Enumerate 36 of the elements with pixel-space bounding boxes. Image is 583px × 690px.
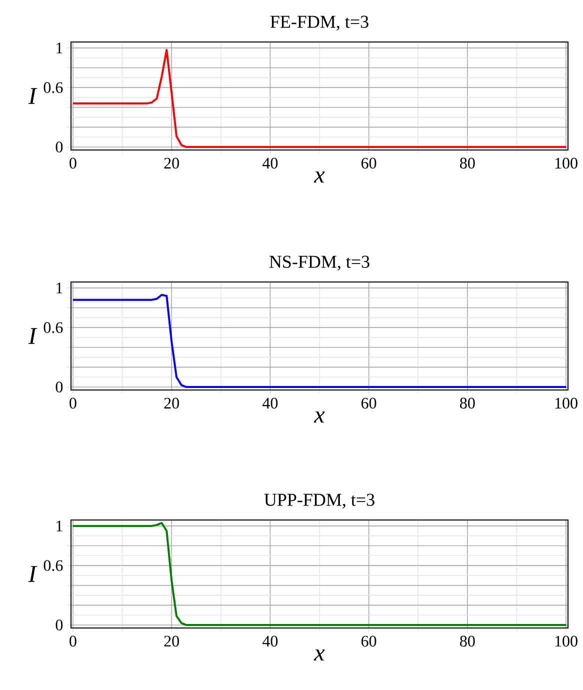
y-tick-label: 1 bbox=[56, 42, 62, 54]
x-tick-label: 60 bbox=[361, 636, 376, 647]
x-tick-label: 40 bbox=[262, 158, 278, 169]
y-tick-label: 0.6 bbox=[44, 82, 63, 94]
x-axis-title: x bbox=[314, 649, 325, 660]
x-tick-label: 100 bbox=[555, 636, 578, 647]
x-tick-label: 60 bbox=[361, 398, 376, 409]
y-tick-label: 1 bbox=[56, 520, 62, 532]
chart-title: FE-FDM, t=3 bbox=[270, 16, 368, 30]
x-tick-label: 20 bbox=[164, 158, 179, 169]
y-tick-label: 1 bbox=[56, 282, 62, 294]
y-tick-label: 0.6 bbox=[44, 322, 63, 333]
x-tick-label: 0 bbox=[70, 636, 76, 647]
y-axis-title: I bbox=[28, 88, 38, 104]
x-tick-label: 0 bbox=[70, 398, 76, 409]
y-tick-label: 0 bbox=[56, 620, 63, 630]
x-tick-label: 40 bbox=[262, 398, 278, 409]
x-tick-label: 0 bbox=[70, 158, 76, 169]
x-tick-label: 20 bbox=[164, 398, 179, 409]
x-axis-title: x bbox=[314, 411, 325, 422]
x-tick-label: 20 bbox=[164, 636, 179, 647]
x-tick-label: 100 bbox=[555, 158, 578, 169]
y-axis-title: I bbox=[28, 328, 38, 344]
x-tick-label: 40 bbox=[262, 636, 278, 647]
chart-title: NS-FDM, t=3 bbox=[269, 256, 370, 270]
x-tick-label: 80 bbox=[460, 158, 475, 169]
x-tick-label: 60 bbox=[361, 158, 376, 169]
y-axis-title: I bbox=[28, 566, 38, 582]
x-tick-label: 80 bbox=[460, 636, 475, 647]
x-axis-title: x bbox=[314, 171, 325, 182]
x-tick-label: 100 bbox=[555, 398, 578, 409]
y-tick-label: 0 bbox=[56, 142, 63, 152]
x-tick-label: 80 bbox=[460, 398, 475, 409]
chart-title: UPP-FDM, t=3 bbox=[264, 494, 374, 508]
y-tick-label: 0.6 bbox=[44, 560, 63, 571]
y-tick-label: 0 bbox=[56, 382, 63, 392]
